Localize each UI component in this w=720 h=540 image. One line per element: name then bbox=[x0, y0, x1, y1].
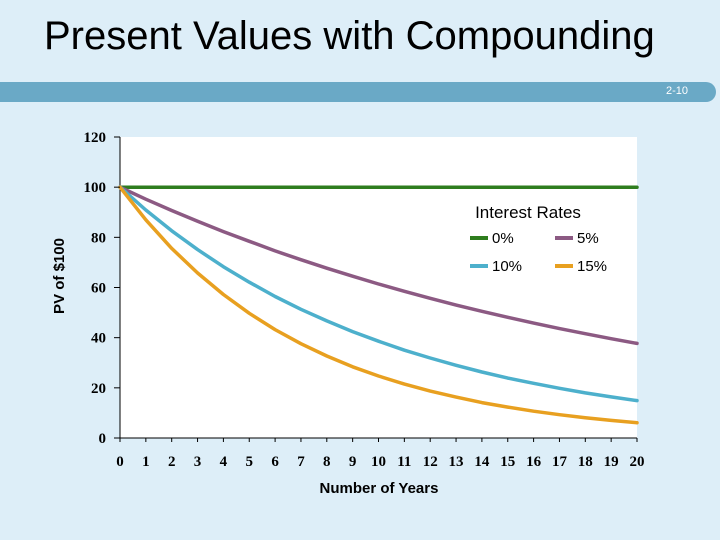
y-tick-label: 20 bbox=[91, 381, 106, 397]
slide-number: 2-10 bbox=[665, 85, 688, 97]
x-tick-label: 12 bbox=[423, 454, 438, 470]
series-line-15pct bbox=[118, 185, 639, 425]
x-tick-label: 3 bbox=[194, 454, 202, 470]
x-tick-label: 5 bbox=[246, 454, 254, 470]
legend: Interest Rates 0% 5% 10% 15% bbox=[470, 203, 607, 275]
title-banner bbox=[0, 82, 716, 102]
x-tick-label: 17 bbox=[552, 454, 568, 470]
x-tick-label: 14 bbox=[474, 454, 490, 470]
x-tick-label: 18 bbox=[578, 454, 593, 470]
series-lines bbox=[118, 185, 639, 425]
legend-label: 5% bbox=[577, 230, 599, 247]
y-tick-label: 80 bbox=[91, 230, 106, 246]
x-tick-label: 8 bbox=[323, 454, 331, 470]
x-tick-label: 7 bbox=[297, 454, 305, 470]
x-tick-label: 11 bbox=[397, 454, 411, 470]
legend-label: 10% bbox=[492, 258, 522, 275]
y-tick-label: 60 bbox=[91, 281, 106, 297]
x-tick-label: 19 bbox=[604, 454, 619, 470]
x-tick-label: 4 bbox=[220, 454, 228, 470]
legend-label: 15% bbox=[577, 258, 607, 275]
y-tick-label: 120 bbox=[84, 130, 107, 146]
x-tick-label: 13 bbox=[449, 454, 464, 470]
x-tick-label: 10 bbox=[371, 454, 386, 470]
y-tick-label: 40 bbox=[91, 331, 106, 347]
x-tick-label: 9 bbox=[349, 454, 357, 470]
y-tick-label: 100 bbox=[84, 180, 107, 196]
legend-title: Interest Rates bbox=[475, 203, 581, 222]
series-line-10pct bbox=[118, 185, 639, 403]
x-tick-label: 2 bbox=[168, 454, 176, 470]
x-tick-label: 15 bbox=[500, 454, 515, 470]
x-tick-label: 1 bbox=[142, 454, 150, 470]
x-axis-title: Number of Years bbox=[320, 480, 439, 497]
x-tick-label: 20 bbox=[630, 454, 645, 470]
x-tick-label: 0 bbox=[116, 454, 124, 470]
legend-label: 0% bbox=[492, 230, 514, 247]
x-tick-label: 6 bbox=[271, 454, 279, 470]
y-tick-label: 0 bbox=[99, 431, 107, 447]
x-tick-labels: 0 1 2 3 4 5 6 7 8 9 10 11 12 13 14 15 16 17 18 19 20 bbox=[116, 438, 645, 470]
x-tick-label: 16 bbox=[526, 454, 542, 470]
plot-area bbox=[120, 137, 637, 438]
y-tick-labels: 0 20 40 60 80 100 120 bbox=[84, 130, 120, 447]
series-line-5pct bbox=[118, 185, 639, 346]
y-axis-title: PV of $100 bbox=[51, 238, 68, 314]
slide-title: Present Values with Compounding bbox=[44, 14, 655, 58]
